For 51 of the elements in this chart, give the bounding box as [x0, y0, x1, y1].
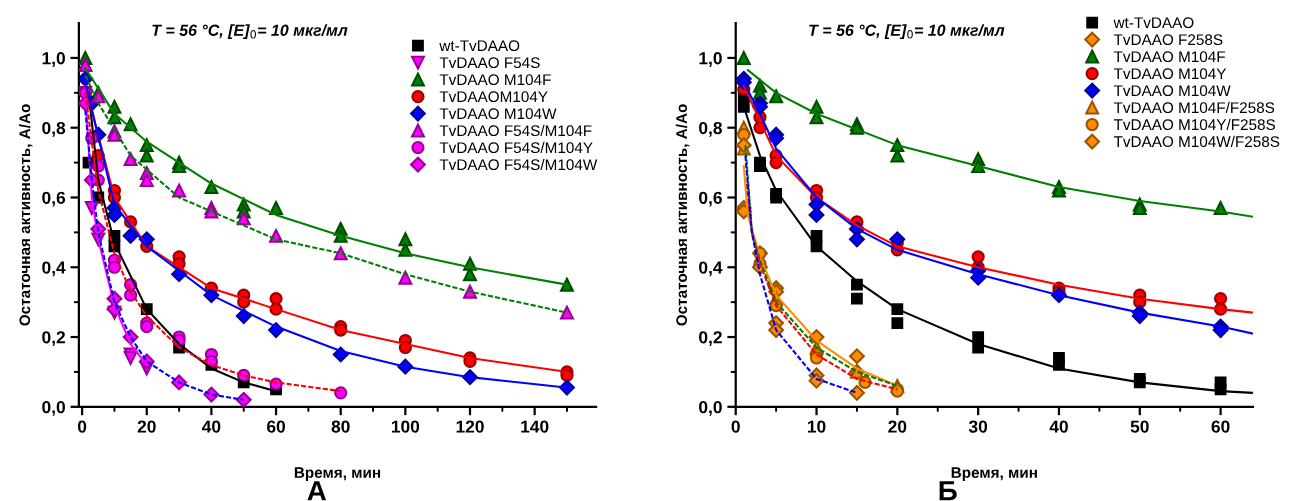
x-tick-label: 140	[521, 420, 549, 433]
y-tick-label: 0,4	[699, 261, 723, 277]
x-tick-label: 80	[331, 420, 350, 433]
legend-label: TvDAAO F54S	[439, 57, 540, 69]
x-tick-label: 60	[267, 420, 285, 433]
x-tick-label: 120	[456, 420, 484, 433]
y-tick-label: 0,2	[699, 331, 722, 347]
legend-label: TvDAAO F54S/M104Y	[439, 141, 593, 154]
legend-label: TvDAAO F54S/M104W	[439, 158, 598, 171]
x-tick-label: 10	[807, 420, 826, 433]
x-tick-label: 40	[202, 420, 221, 433]
legend-label: TvDAAO M104Y/F258S	[1113, 118, 1276, 131]
y-tick-label: 0,8	[699, 121, 722, 137]
x-axis-title: Время, мин	[951, 467, 1037, 481]
legend-label: TvDAAO M104F	[439, 74, 551, 86]
x-tick-label: 50	[1130, 420, 1149, 433]
y-axis-title: Остаточная активность, А/Ао	[675, 104, 690, 326]
y-tick-label: 0,6	[699, 191, 722, 207]
legend-label: TvDAAO M104W	[1113, 85, 1231, 97]
legend-label: TvDAAOM104Y	[439, 91, 548, 103]
chart-title: T = 56 °C, [E]$_{0}$= 10 мкг/мл	[152, 24, 348, 40]
legend-label: TvDAAO F54S/M104F	[439, 124, 592, 137]
y-tick-label: 0,8	[42, 121, 66, 137]
x-tick-label: 0	[731, 420, 740, 433]
legend-label: TvDAAO F258S	[1113, 34, 1223, 46]
y-tick-label: 0,0	[42, 400, 65, 416]
legend-label: TvDAAO M104F	[1113, 51, 1225, 63]
text: А	[307, 481, 327, 501]
x-tick-label: 20	[137, 420, 156, 433]
legend-label: TvDAAO M104Y	[1113, 68, 1227, 80]
y-tick-label: 1,0	[42, 52, 65, 67]
chart-title: T = 56 °C, [E]$_{0}$= 10 мкг/мл	[809, 24, 1005, 40]
x-tick-label: 40	[1049, 420, 1068, 433]
legend-label: wt-TvDAAO	[1113, 17, 1194, 29]
x-tick-label: 60	[1211, 420, 1230, 433]
x-tick-label: 0	[77, 420, 87, 433]
x-axis-title: Время, мин	[294, 467, 381, 481]
x-tick-label: 20	[888, 420, 907, 433]
y-tick-label: 0,6	[42, 191, 66, 207]
x-tick-label: 30	[968, 420, 988, 433]
legend-label: TvDAAO M104W/F258S	[1113, 135, 1280, 148]
y-tick-label: 0,4	[42, 261, 66, 277]
y-tick-label: 1,0	[699, 52, 722, 67]
legend-label: TvDAAO M104W	[439, 108, 557, 120]
x-tick-label: 100	[391, 420, 420, 433]
legend-label: wt-TvDAAO	[439, 40, 520, 52]
text: Б	[939, 481, 957, 501]
legend-label: TvDAAO M104F/F258S	[1113, 101, 1275, 114]
y-tick-label: 0,2	[42, 331, 65, 347]
y-axis-title: Остаточная активность, А/Ао	[18, 104, 33, 326]
y-tick-label: 0,0	[699, 400, 722, 416]
